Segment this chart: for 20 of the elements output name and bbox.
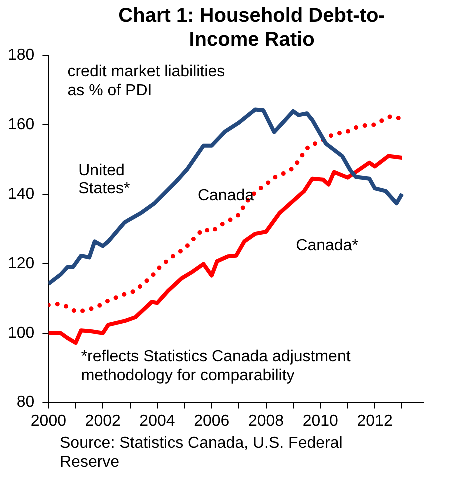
y-tick-label: 100 <box>8 324 35 342</box>
chart-title: Chart 1: Household Debt-to-Income Ratio <box>118 4 386 52</box>
series-label: Canada <box>198 188 254 205</box>
x-tick-label: 2000 <box>30 412 67 430</box>
series-label: United States* <box>78 162 130 198</box>
y-tick-label: 180 <box>8 47 35 64</box>
y-tick-label: 80 <box>16 394 35 412</box>
series-label: Canada* <box>296 237 358 254</box>
source-note: Source: Statistics Canada, U.S. Federal Reserve <box>60 434 344 472</box>
annotation: *reflects Statistics Canada adjustment methodology for comparability <box>81 348 352 384</box>
y-tick-label: 160 <box>8 116 35 134</box>
x-tick-label: 2008 <box>248 412 284 430</box>
y-tick-label: 140 <box>8 186 35 203</box>
x-tick-label: 2006 <box>194 412 230 430</box>
x-tick-label: 2012 <box>357 412 393 430</box>
x-tick-label: 2002 <box>85 412 121 430</box>
y-tick-label: 120 <box>8 255 35 272</box>
x-tick-label: 2010 <box>302 412 339 430</box>
annotation: credit market liabilities as % of PDI <box>68 64 226 100</box>
x-tick-label: 2004 <box>140 412 176 430</box>
